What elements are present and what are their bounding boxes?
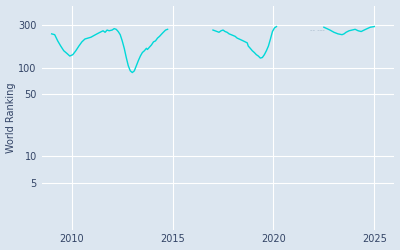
Y-axis label: World Ranking: World Ranking xyxy=(6,82,16,153)
Text: -- ---: -- --- xyxy=(310,26,324,32)
